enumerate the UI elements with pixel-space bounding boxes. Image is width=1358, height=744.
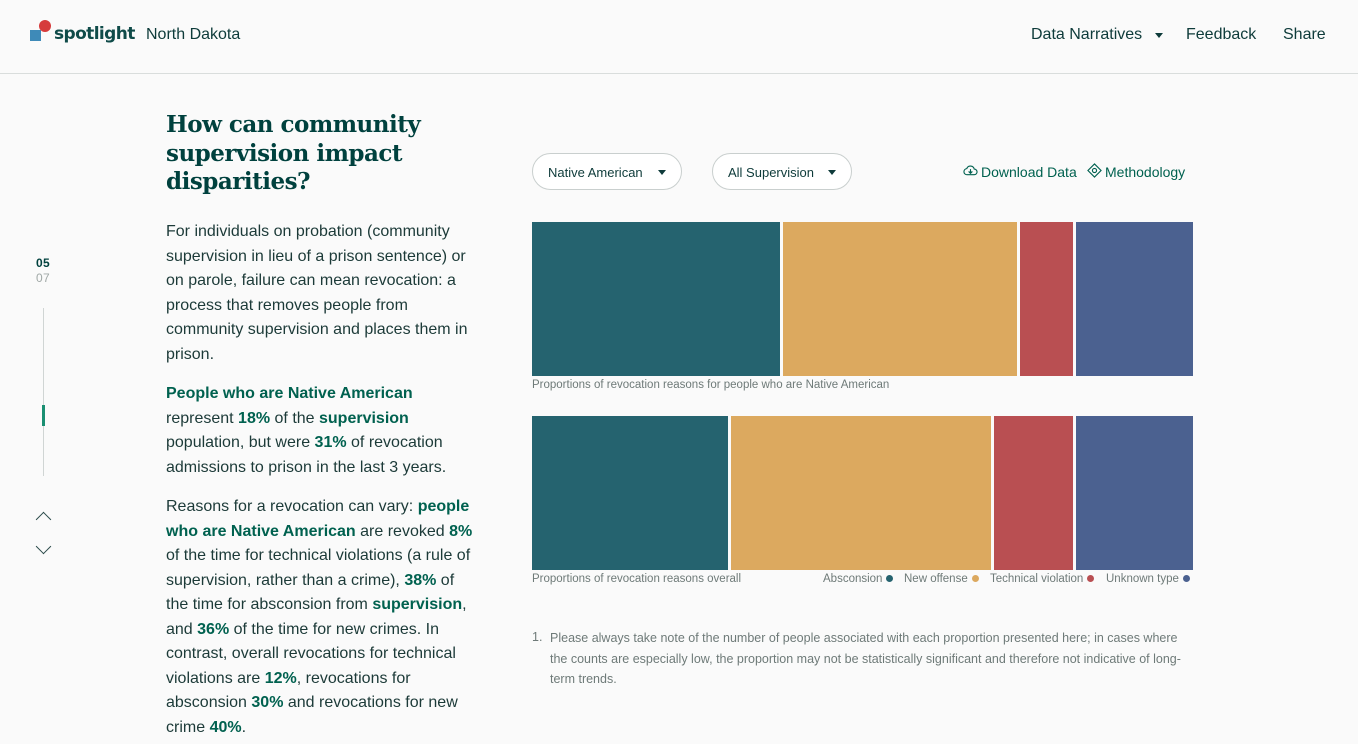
legend-item-unknown-type: Unknown type [1106,573,1190,585]
chevron-down-icon[interactable] [1155,33,1163,38]
text: . [241,718,247,736]
legend-dot-icon [1182,575,1190,582]
text: population, but were [166,434,315,451]
bar-segment-absconsion[interactable] [532,416,728,570]
bar-segment-absconsion[interactable] [532,222,780,376]
text: are revoked [355,522,450,540]
native-american-proportion-chart [532,222,1193,376]
legend-label: Absconsion [823,573,883,585]
text: of revocation admissions to prison in th… [166,434,447,476]
text: of the time for new crimes. In contrast,… [166,620,456,687]
text: and revocations for new crime [166,694,458,736]
legend-label: Unknown type [1106,573,1179,585]
logo-dot-icon [39,20,51,32]
share-link[interactable]: Share [1283,26,1326,43]
bar-segment-unknown-type[interactable] [1075,222,1193,376]
highlight: 38% [404,571,437,589]
highlight: 40% [209,718,242,736]
methodology-label: Methodology [1105,164,1186,180]
highlight: 31% [314,434,347,451]
race-select-value: Native American [548,165,643,180]
chevron-up-icon[interactable] [35,511,52,528]
highlight: 30% [251,694,284,711]
highlight: supervision [372,596,463,613]
methodology-button[interactable]: Methodology [1087,163,1190,181]
bar-segment-new-offense[interactable] [730,416,992,570]
highlight: supervision [319,409,409,427]
highlight: 12% [264,669,297,687]
supervision-select[interactable]: All Supervision [712,153,852,190]
text: of the [270,409,319,427]
chevron-down-icon[interactable] [35,538,52,555]
legend-label: New offense [904,573,968,585]
section-progress-indicator [42,405,45,426]
download-data-button[interactable]: Download Data [963,163,1078,181]
highlight: People who are Native American [166,385,413,402]
legend-dot-icon [971,575,979,582]
chart-caption: Proportions of revocation reasons for pe… [532,379,890,391]
legend-dot-icon [886,575,894,582]
logo-wordmark: spotlight [54,24,135,44]
highlight: 18% [238,409,271,427]
chevron-down-icon [658,170,666,175]
bar-segment-unknown-type[interactable] [1075,416,1193,570]
chart-caption: Proportions of revocation reasons overal… [532,573,742,585]
footnote-number: 1. [532,630,543,644]
section-title: How can community supervision impact dis… [166,111,421,195]
text: , revocations for absconsion [166,669,411,712]
legend-item-technical-violation: Technical violation [990,573,1095,585]
state-name[interactable]: North Dakota [146,26,241,43]
paragraph-intro: For individuals on probation (community … [166,223,468,363]
paragraph-reasons: Reasons for a revocation can vary: peopl… [166,495,478,740]
methodology-icon [1087,163,1102,178]
feedback-link[interactable]: Feedback [1186,26,1257,43]
text: of the time for absconsion from [166,571,455,614]
bar-segment-new-offense[interactable] [782,222,1018,376]
highlight: people who are Native American [166,498,470,540]
data-narratives-menu[interactable]: Data Narratives [1031,26,1143,43]
footnote-text: Please always take note of the number of… [550,631,1181,687]
download-data-label: Download Data [981,164,1077,180]
chevron-down-icon [828,170,836,175]
spotlight-logo[interactable]: spotlight [30,20,135,50]
section-progress-track[interactable] [43,308,44,476]
highlight: 8% [449,522,473,540]
bar-segment-technical-violation[interactable] [1020,222,1073,376]
text: , and [166,596,467,638]
narrative-body: For individuals on probation (community … [166,220,478,744]
overall-proportion-chart [532,416,1193,570]
text: Reasons for a revocation can vary: [166,498,418,515]
legend-label: Technical violation [990,573,1084,585]
logo-square-icon [30,30,41,41]
highlight: 36% [197,620,230,638]
top-nav-bar: spotlight North Dakota Data Narratives F… [0,0,1358,74]
legend-item-absconsion: Absconsion [823,573,894,585]
paragraph-population: People who are Native American represent… [166,382,478,480]
total-sections-number: 07 [36,271,50,285]
text: represent [166,409,239,427]
legend-dot-icon [1087,575,1095,582]
race-select[interactable]: Native American [532,153,682,190]
supervision-select-value: All Supervision [728,165,814,180]
legend-item-new-offense: New offense [904,573,979,585]
text: of the time for technical violations (a … [166,547,471,589]
current-section-number: 05 [36,256,50,270]
download-icon [963,165,978,176]
bar-segment-technical-violation[interactable] [994,416,1073,570]
